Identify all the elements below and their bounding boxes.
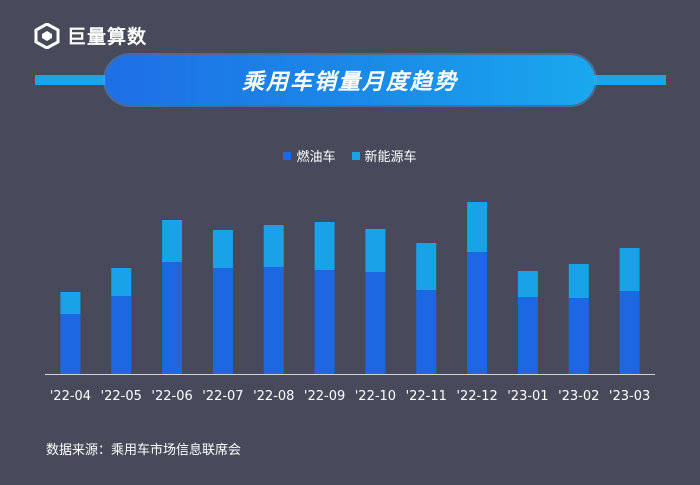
x-tick-label-4: '22-08 xyxy=(253,389,294,404)
bar-nev-11 xyxy=(619,248,640,291)
legend-label-nev: 新能源车 xyxy=(364,150,417,165)
brand-name: 巨量算数 xyxy=(67,26,148,48)
legend-swatch-fuel xyxy=(283,151,292,160)
bar-nev-5 xyxy=(314,222,335,270)
title-bar-left-decoration xyxy=(35,75,115,85)
x-tick-label-0: '22-04 xyxy=(50,389,91,404)
bar-fuel-6 xyxy=(365,272,386,374)
bar-nev-9 xyxy=(517,271,538,297)
bar-fuel-7 xyxy=(416,290,437,374)
bar-fuel-3 xyxy=(212,268,233,374)
page-title: 乘用车销量月度趋势 xyxy=(241,70,458,95)
x-tick-label-2: '22-06 xyxy=(151,389,192,404)
legend-item-nev: 新能源车 xyxy=(351,146,417,165)
logo-icon xyxy=(34,22,60,49)
x-tick-label-1: '22-05 xyxy=(101,389,142,404)
x-tick-label-9: '23-01 xyxy=(507,389,548,404)
bar-nev-1 xyxy=(111,268,132,296)
title-bar-right-decoration xyxy=(588,75,666,85)
x-tick-label-6: '22-10 xyxy=(355,389,396,404)
bar-fuel-9 xyxy=(517,297,538,374)
bar-fuel-11 xyxy=(619,291,640,374)
bar-fuel-8 xyxy=(467,252,488,374)
x-tick-label-7: '22-11 xyxy=(406,389,447,404)
bar-nev-8 xyxy=(467,202,488,252)
chart-legend: 燃油车 新能源车 xyxy=(0,146,700,165)
brand-logo: 巨量算数 xyxy=(34,22,147,49)
bar-nev-6 xyxy=(365,229,386,272)
bar-nev-4 xyxy=(263,225,284,267)
x-tick-label-5: '22-09 xyxy=(304,389,345,404)
legend-item-fuel: 燃油车 xyxy=(283,146,336,165)
bar-fuel-1 xyxy=(111,296,132,374)
bar-nev-3 xyxy=(212,230,233,268)
bar-nev-7 xyxy=(416,243,437,290)
bar-fuel-2 xyxy=(162,262,183,374)
x-tick-label-11: '23-03 xyxy=(609,389,650,404)
bar-nev-10 xyxy=(568,264,589,298)
bar-nev-2 xyxy=(162,220,183,262)
title-banner: 乘用车销量月度趋势 xyxy=(105,55,595,105)
x-tick-label-8: '22-12 xyxy=(456,389,497,404)
data-source: 数据来源：乘用车市场信息联席会 xyxy=(46,443,242,458)
bar-fuel-0 xyxy=(60,314,81,374)
bar-fuel-4 xyxy=(263,267,284,374)
legend-swatch-nev xyxy=(351,151,360,160)
x-tick-label-3: '22-07 xyxy=(202,389,243,404)
bar-fuel-10 xyxy=(568,298,589,374)
bar-fuel-5 xyxy=(314,270,335,374)
bar-nev-0 xyxy=(60,292,81,314)
legend-label-fuel: 燃油车 xyxy=(296,150,336,165)
x-tick-label-10: '23-02 xyxy=(558,389,599,404)
